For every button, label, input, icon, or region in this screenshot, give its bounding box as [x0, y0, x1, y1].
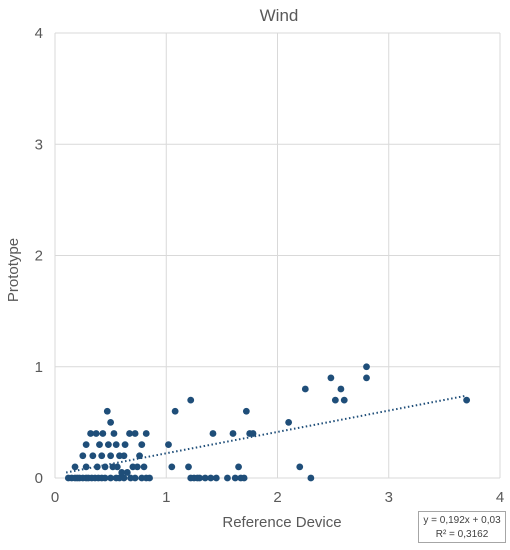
data-point — [231, 474, 239, 482]
data-point — [82, 441, 90, 449]
data-point — [340, 396, 348, 404]
data-point — [120, 452, 128, 460]
data-point — [131, 474, 139, 482]
data-point — [89, 452, 97, 460]
data-point — [138, 441, 146, 449]
data-point — [212, 474, 220, 482]
y-tick-label: 2 — [35, 248, 43, 265]
data-point — [327, 374, 335, 382]
data-point — [224, 474, 231, 482]
data-point — [99, 430, 107, 437]
y-tick-labels: 0 1 2 3 4 — [35, 25, 43, 487]
data-point — [229, 430, 237, 437]
x-tick-label: 2 — [273, 489, 281, 506]
data-point — [101, 463, 109, 471]
y-axis-label: Prototype — [5, 238, 22, 302]
data-point — [126, 430, 133, 437]
data-point — [107, 452, 115, 460]
data-point — [107, 474, 115, 482]
data-point — [131, 430, 139, 437]
data-point — [98, 452, 106, 460]
data-point — [209, 430, 217, 437]
grid-lines — [54, 32, 501, 479]
x-tick-labels: 0 1 2 3 4 — [51, 489, 504, 506]
x-tick-label: 1 — [162, 489, 170, 506]
data-point — [101, 474, 109, 482]
data-point — [113, 463, 121, 471]
data-point — [235, 463, 242, 471]
data-point — [242, 407, 250, 415]
data-point — [171, 407, 179, 415]
data-point — [146, 474, 153, 482]
data-point — [168, 463, 176, 471]
data-point — [363, 363, 370, 371]
x-tick-label: 3 — [385, 489, 393, 506]
data-points — [64, 363, 471, 482]
data-point — [112, 441, 120, 449]
data-point — [307, 474, 315, 482]
data-point — [240, 474, 248, 482]
data-point — [363, 374, 370, 382]
data-point — [133, 463, 141, 471]
data-point — [121, 441, 129, 449]
data-point — [331, 396, 339, 404]
data-point — [185, 463, 192, 471]
data-point — [123, 469, 131, 476]
data-point — [285, 418, 293, 426]
data-point — [71, 463, 79, 471]
x-tick-label: 0 — [51, 489, 59, 506]
data-point — [93, 463, 101, 471]
y-tick-label: 3 — [35, 136, 43, 153]
trendline-equation: y = 0,192x + 0,03 — [423, 515, 501, 526]
data-point — [96, 441, 103, 449]
data-point — [337, 385, 345, 393]
data-point — [79, 452, 87, 460]
data-point — [196, 474, 204, 482]
x-tick-label: 4 — [496, 489, 504, 506]
data-point — [87, 430, 94, 437]
data-point — [165, 441, 172, 449]
data-point — [296, 463, 304, 471]
data-point — [92, 430, 100, 437]
y-tick-label: 4 — [35, 25, 43, 42]
data-point — [301, 385, 309, 393]
data-point — [107, 418, 115, 426]
x-axis-label: Reference Device — [222, 514, 341, 531]
data-point — [105, 441, 112, 449]
data-point — [110, 430, 118, 437]
data-point — [136, 452, 143, 460]
data-point — [82, 463, 90, 471]
data-point — [207, 474, 215, 482]
y-tick-label: 0 — [35, 470, 43, 487]
data-point — [118, 469, 126, 476]
trendline-r-squared: R² = 0,3162 — [435, 529, 489, 540]
data-point — [463, 396, 471, 404]
trendline-equation-box: y = 0,192x + 0,03 R² = 0,3162 — [418, 511, 506, 543]
data-point — [249, 430, 257, 437]
chart-title: Wind — [260, 6, 299, 25]
y-tick-label: 1 — [35, 359, 43, 376]
data-point — [187, 396, 195, 404]
data-point — [120, 474, 128, 482]
data-point — [103, 407, 111, 415]
data-point — [142, 430, 150, 437]
data-point — [201, 474, 209, 482]
data-point — [140, 463, 148, 471]
